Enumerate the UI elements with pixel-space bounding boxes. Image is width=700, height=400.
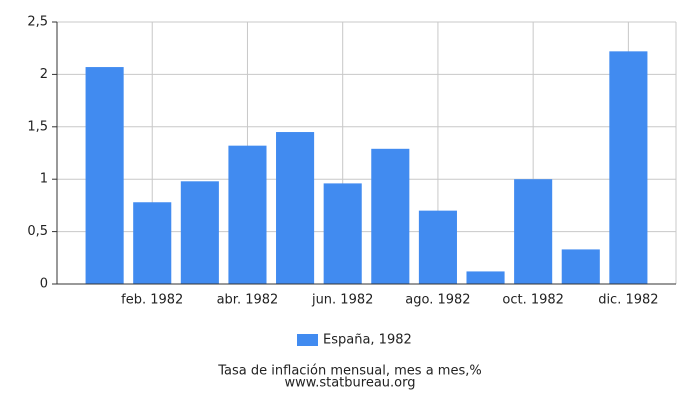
x-tick-label: abr. 1982 — [217, 293, 279, 308]
y-tick-label: 1 — [40, 172, 48, 187]
bar — [180, 181, 219, 284]
x-tick-label: feb. 1982 — [121, 293, 183, 308]
x-tick-label: jun. 1982 — [311, 293, 373, 308]
bar — [85, 67, 124, 285]
bar — [276, 132, 315, 284]
legend-swatch — [297, 334, 318, 346]
chart-source: www.statbureau.org — [285, 376, 416, 391]
bar — [323, 183, 362, 284]
bar — [466, 271, 505, 284]
bar — [228, 145, 267, 284]
y-tick-label: 2,5 — [27, 15, 48, 30]
x-tick-label: dic. 1982 — [598, 293, 658, 308]
y-tick-label: 1,5 — [27, 119, 48, 134]
bar — [371, 148, 410, 284]
x-tick-label: oct. 1982 — [502, 293, 564, 308]
bar — [514, 179, 553, 284]
bar — [609, 51, 648, 285]
x-tick-label: ago. 1982 — [405, 293, 470, 308]
y-tick-label: 2 — [40, 67, 48, 82]
bar — [133, 202, 172, 284]
y-tick-label: 0 — [40, 277, 48, 292]
chart-caption: Tasa de inflación mensual, mes a mes,% — [217, 364, 481, 379]
bar — [418, 210, 457, 284]
legend-label: España, 1982 — [323, 333, 412, 348]
bar — [561, 249, 600, 284]
y-tick-label: 0,5 — [27, 224, 48, 239]
